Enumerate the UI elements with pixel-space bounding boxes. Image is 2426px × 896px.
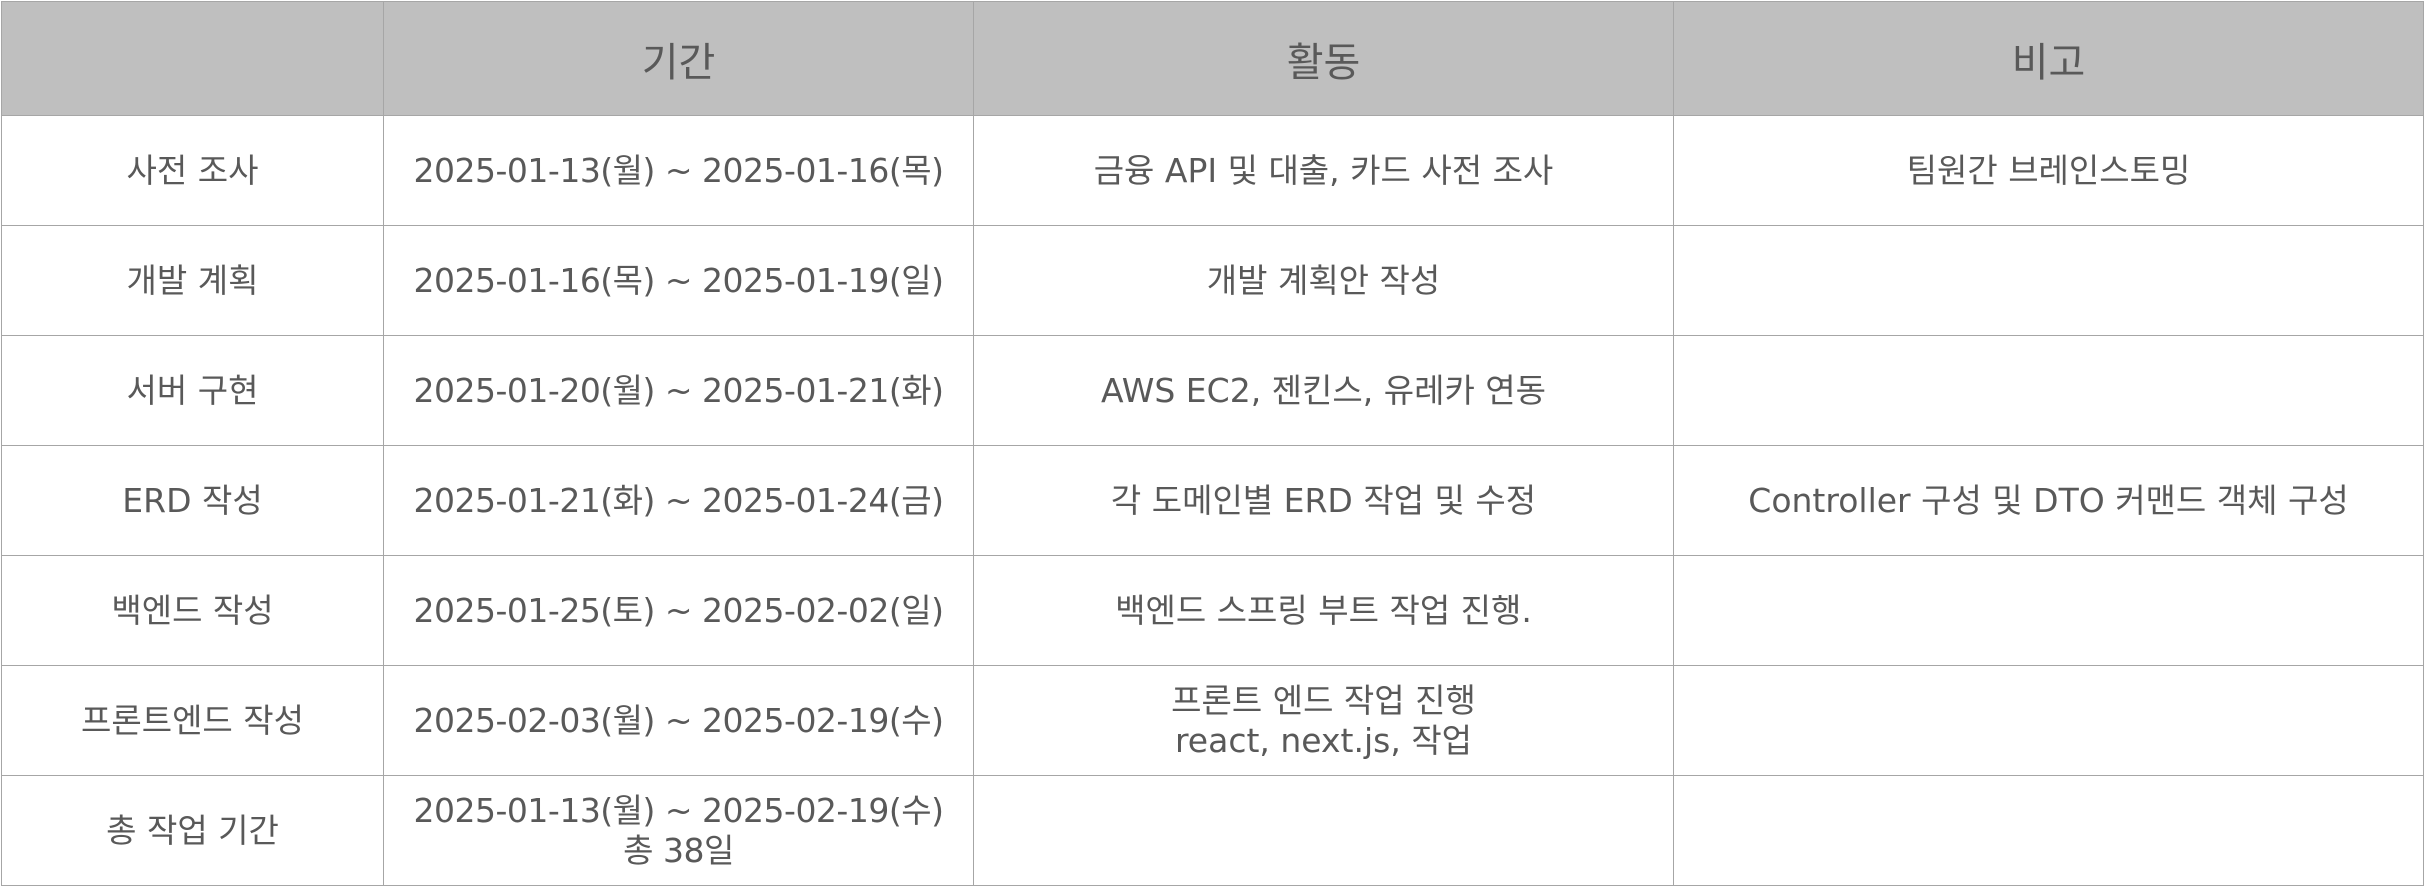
table-header: 기간 활동 비고 — [1, 1, 2424, 116]
table-row: ERD 작성 2025-01-21(화) ~ 2025-01-24(금) 각 도… — [1, 445, 2424, 556]
activity-text: 프론트 엔드 작업 진행 — [1171, 680, 1476, 720]
task-cell: ERD 작성 — [1, 445, 384, 556]
period-cell: 2025-02-03(월) ~ 2025-02-19(수) — [383, 665, 974, 776]
activity-cell: AWS EC2, 젠킨스, 유레카 연동 — [973, 335, 1674, 446]
header-row: 기간 활동 비고 — [1, 1, 2424, 116]
period-text: 2025-01-16(목) ~ 2025-01-19(일) — [413, 260, 944, 300]
activity-cell: 프론트 엔드 작업 진행 react, next.js, 작업 — [973, 665, 1674, 776]
activity-text: 개발 계획안 작성 — [1206, 260, 1441, 300]
activity-cell — [973, 775, 1674, 886]
period-cell: 2025-01-21(화) ~ 2025-01-24(금) — [383, 445, 974, 556]
activity-cell: 개발 계획안 작성 — [973, 225, 1674, 336]
activity-text: 금융 API 및 대출, 카드 사전 조사 — [1093, 150, 1554, 190]
period-text: 2025-01-13(월) ~ 2025-02-19(수) — [413, 790, 944, 830]
period-cell: 2025-01-25(토) ~ 2025-02-02(일) — [383, 555, 974, 666]
period-text: 2025-01-13(월) ~ 2025-01-16(목) — [413, 150, 944, 190]
period-text: 2025-01-20(월) ~ 2025-01-21(화) — [413, 370, 944, 410]
activity-cell: 백엔드 스프링 부트 작업 진행. — [973, 555, 1674, 666]
task-cell: 개발 계획 — [1, 225, 384, 336]
header-period: 기간 — [383, 1, 974, 116]
task-cell: 사전 조사 — [1, 115, 384, 226]
table-row: 백엔드 작성 2025-01-25(토) ~ 2025-02-02(일) 백엔드… — [1, 555, 2424, 666]
header-activity: 활동 — [973, 1, 1674, 116]
period-text: 2025-02-03(월) ~ 2025-02-19(수) — [413, 700, 944, 740]
activity-text: 백엔드 스프링 부트 작업 진행. — [1115, 590, 1532, 630]
note-cell — [1673, 775, 2424, 886]
table-row: 프론트엔드 작성 2025-02-03(월) ~ 2025-02-19(수) 프… — [1, 665, 2424, 776]
total-days-text: 총 38일 — [623, 830, 734, 870]
activity-cell: 금융 API 및 대출, 카드 사전 조사 — [973, 115, 1674, 226]
note-cell — [1673, 225, 2424, 336]
note-cell: 팀원간 브레인스토밍 — [1673, 115, 2424, 226]
period-text: 2025-01-25(토) ~ 2025-02-02(일) — [413, 590, 944, 630]
period-cell: 2025-01-20(월) ~ 2025-01-21(화) — [383, 335, 974, 446]
task-cell: 총 작업 기간 — [1, 775, 384, 886]
activity-cell: 각 도메인별 ERD 작업 및 수정 — [973, 445, 1674, 556]
task-cell: 프론트엔드 작성 — [1, 665, 384, 776]
note-cell: Controller 구성 및 DTO 커맨드 객체 구성 — [1673, 445, 2424, 556]
period-text: 2025-01-21(화) ~ 2025-01-24(금) — [413, 480, 944, 520]
table-body: 사전 조사 2025-01-13(월) ~ 2025-01-16(목) 금융 A… — [1, 115, 2424, 886]
header-note: 비고 — [1673, 1, 2424, 116]
note-cell — [1673, 665, 2424, 776]
task-cell: 백엔드 작성 — [1, 555, 384, 666]
activity-text: react, next.js, 작업 — [1174, 720, 1473, 760]
table-row: 총 작업 기간 2025-01-13(월) ~ 2025-02-19(수) 총 … — [1, 775, 2424, 886]
task-cell: 서버 구현 — [1, 335, 384, 446]
period-cell: 2025-01-13(월) ~ 2025-02-19(수) 총 38일 — [383, 775, 974, 886]
period-cell: 2025-01-13(월) ~ 2025-01-16(목) — [383, 115, 974, 226]
table-row: 사전 조사 2025-01-13(월) ~ 2025-01-16(목) 금융 A… — [1, 115, 2424, 226]
table-row: 개발 계획 2025-01-16(목) ~ 2025-01-19(일) 개발 계… — [1, 225, 2424, 336]
activity-text: AWS EC2, 젠킨스, 유레카 연동 — [1100, 370, 1547, 410]
note-cell — [1673, 335, 2424, 446]
activity-text: 각 도메인별 ERD 작업 및 수정 — [1110, 480, 1537, 520]
note-cell — [1673, 555, 2424, 666]
table-row: 서버 구현 2025-01-20(월) ~ 2025-01-21(화) AWS … — [1, 335, 2424, 446]
header-task — [1, 1, 384, 116]
period-cell: 2025-01-16(목) ~ 2025-01-19(일) — [383, 225, 974, 336]
